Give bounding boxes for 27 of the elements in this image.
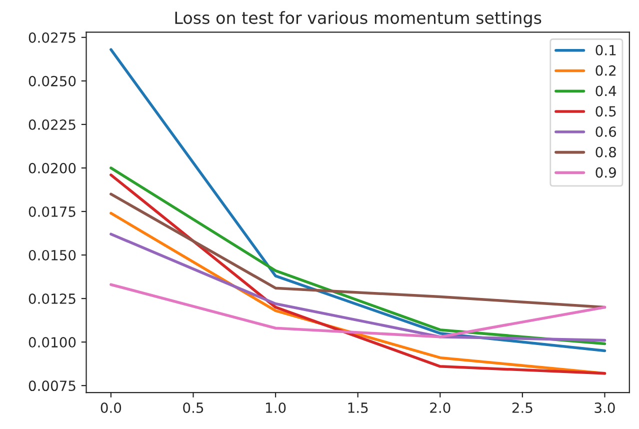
y-tick-label: 0.0125 — [28, 293, 76, 304]
legend-label: 0.9 — [596, 167, 616, 178]
legend-label: 0.5 — [596, 106, 616, 117]
x-tick-label: 3.0 — [594, 402, 615, 414]
y-tick-label: 0.0225 — [28, 119, 76, 130]
line-series — [110, 232, 606, 342]
x-tick-label: 2.5 — [512, 402, 532, 414]
y-tick-label: 0.0250 — [28, 76, 76, 86]
y-tick-label: 0.0175 — [28, 206, 76, 217]
y-tick-label: 0.0075 — [28, 380, 76, 392]
y-tick-label: 0.0150 — [28, 250, 76, 260]
x-tick-label: 2.0 — [430, 402, 450, 414]
y-tick-label: 0.0275 — [28, 32, 76, 43]
chart-title: Loss on test for various momentum settings — [175, 11, 542, 28]
x-tick-label: 0.5 — [183, 402, 204, 414]
legend-label: 0.2 — [596, 65, 616, 76]
line-series — [110, 192, 606, 309]
line-series — [110, 283, 606, 338]
x-tick-label: 0.0 — [100, 402, 122, 414]
y-tick-label: 0.0100 — [28, 337, 76, 348]
x-tick-label: 1.5 — [348, 402, 368, 414]
x-tick-label: 1.0 — [266, 402, 286, 414]
legend-label: 0.4 — [596, 86, 616, 96]
legend-label: 0.8 — [596, 146, 616, 158]
legend-label: 0.6 — [596, 126, 616, 137]
y-tick-label: 0.0200 — [28, 162, 76, 174]
legend-label: 0.1 — [596, 44, 616, 56]
